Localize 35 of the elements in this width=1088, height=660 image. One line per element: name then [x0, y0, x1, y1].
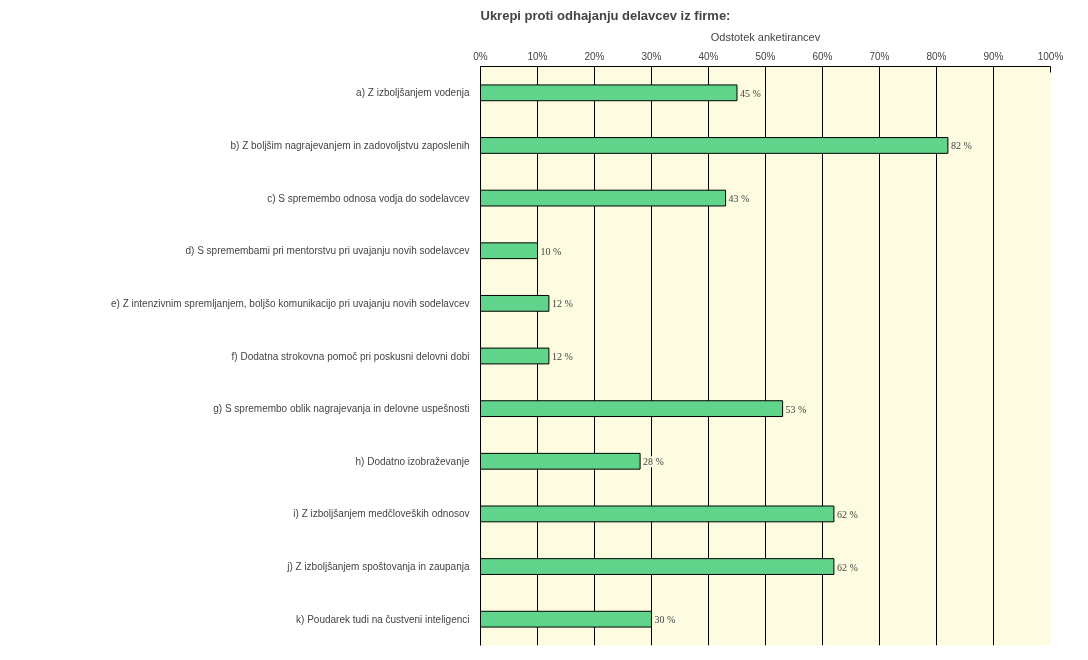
- y-tick-label: b) Z boljšim nagrajevanjem in zadovoljstvu zaposlenih: [230, 139, 470, 151]
- x-tick-label: 50%: [755, 50, 776, 62]
- x-tick-label: 10%: [527, 50, 548, 62]
- chart-title: Ukrepi proti odhajanju delavcev iz firme:: [480, 7, 731, 23]
- x-tick-label: 90%: [983, 50, 1004, 62]
- x-tick-label: 60%: [812, 50, 833, 62]
- y-tick-label: k) Poudarek tudi na čustveni inteligenci: [296, 613, 470, 625]
- data-label: 30 %: [654, 614, 676, 626]
- data-label: 62 %: [836, 561, 858, 573]
- data-label: 43 %: [728, 193, 750, 205]
- y-tick-label: d) S spremembami pri mentorstvu pri uvajanju novih sodelavcev: [185, 245, 470, 257]
- x-axis-title: Odstotek anketirancev: [710, 30, 821, 43]
- data-label: 12 %: [551, 351, 573, 362]
- x-tick-label: 20%: [584, 50, 605, 62]
- y-tick-label: i) Z izboljšanjem medčloveških odnosov: [293, 508, 470, 520]
- x-tick-label: 0%: [473, 50, 488, 62]
- x-tick-label: 80%: [926, 50, 947, 62]
- data-label: 53 %: [785, 403, 807, 415]
- y-tick-label: h) Dodatno izobraževanje: [355, 455, 470, 467]
- data-label: 45 %: [740, 87, 761, 99]
- y-tick-label: j) Z izboljšanjem spoštovanja in zaupanja: [286, 561, 470, 573]
- y-tick-label: a) Z izboljšanjem vodenja: [356, 87, 470, 99]
- y-tick-label: g) S spremembo oblik nagrajevanja in delovne uspešnosti: [213, 403, 470, 415]
- x-tick-label: 40%: [698, 50, 719, 62]
- data-label: 62 %: [836, 508, 858, 520]
- x-tick-label: 100%: [1037, 50, 1064, 62]
- y-tick-label: f) Dodatna strokovna pomoč pri poskusni delovni dobi: [231, 350, 470, 362]
- x-tick-label: 70%: [869, 50, 890, 62]
- data-label: 28 %: [643, 456, 664, 468]
- data-label: 82 %: [950, 140, 972, 152]
- y-tick-label: c) S spremembo odnosa vodja do sodelavcev: [267, 192, 470, 204]
- x-tick-label: 30%: [641, 50, 662, 62]
- data-label: 10 %: [540, 245, 562, 257]
- data-label: 12 %: [551, 298, 573, 310]
- y-tick-label: e) Z intenzivnim spremljanjem, boljšo komunikacijo pri uvajanju novih sodelavcev: [111, 297, 470, 309]
